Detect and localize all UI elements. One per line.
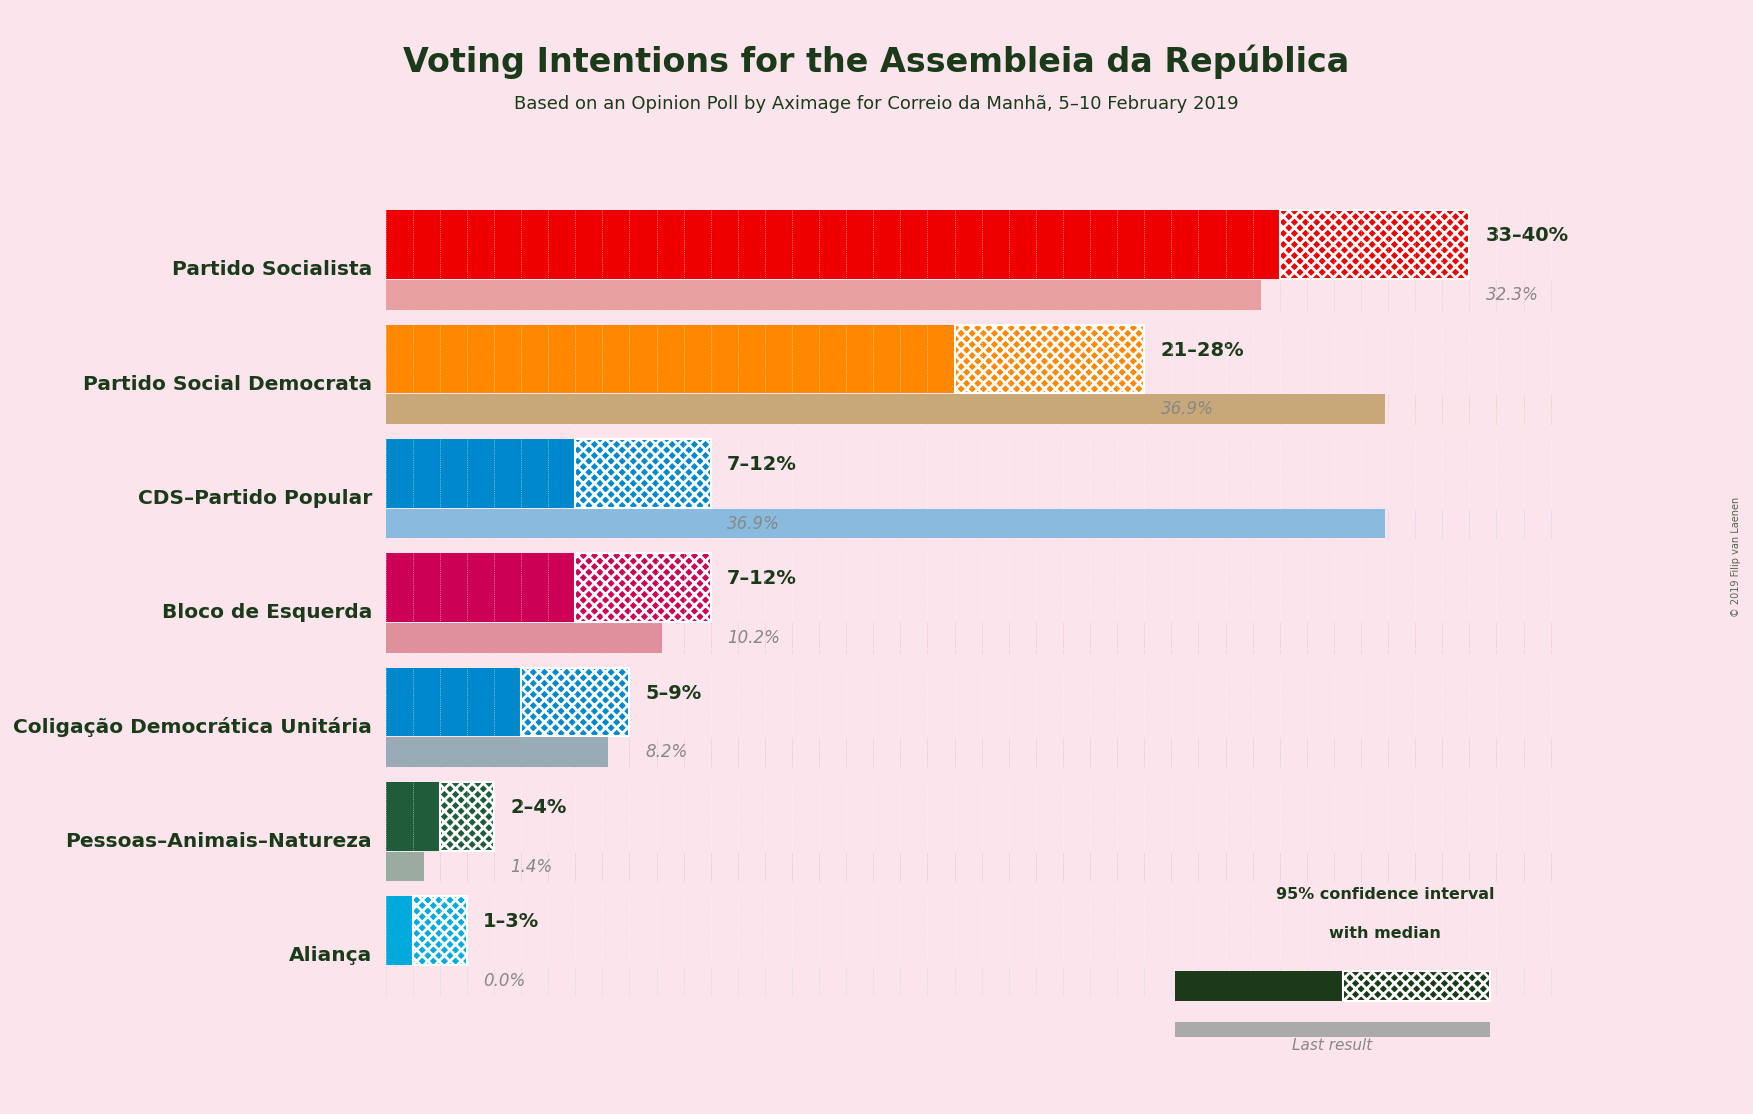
Text: 33–40%: 33–40%: [1485, 226, 1569, 245]
Bar: [386, 623, 663, 653]
Text: 36.9%: 36.9%: [727, 515, 780, 532]
Text: 10.2%: 10.2%: [727, 628, 780, 647]
Text: CDS–Partido Popular: CDS–Partido Popular: [138, 489, 372, 508]
Text: Last result: Last result: [1292, 1038, 1373, 1053]
Bar: [386, 324, 955, 393]
Bar: [386, 509, 1385, 538]
Text: Partido Social Democrata: Partido Social Democrata: [82, 374, 372, 393]
Bar: [1280, 211, 1469, 278]
Text: Voting Intentions for the Assembleia da República: Voting Intentions for the Assembleia da …: [403, 45, 1350, 79]
Bar: [386, 394, 1385, 424]
Text: with median: with median: [1329, 926, 1441, 940]
Text: Based on an Opinion Poll by Aximage for Correio da Manhã, 5–10 February 2019: Based on an Opinion Poll by Aximage for …: [514, 95, 1239, 113]
Bar: [412, 897, 466, 965]
Bar: [1175, 1022, 1490, 1037]
Bar: [386, 782, 440, 850]
Text: 5–9%: 5–9%: [645, 684, 701, 703]
Bar: [440, 782, 494, 850]
Text: 1.4%: 1.4%: [510, 858, 552, 876]
Text: 1–3%: 1–3%: [484, 912, 540, 931]
Text: 8.2%: 8.2%: [645, 743, 687, 761]
Text: Partido Socialista: Partido Socialista: [172, 261, 372, 280]
Text: © 2019 Filip van Laenen: © 2019 Filip van Laenen: [1730, 497, 1741, 617]
Bar: [386, 211, 1280, 278]
Text: 7–12%: 7–12%: [727, 456, 798, 475]
Bar: [575, 554, 710, 622]
Text: 32.3%: 32.3%: [1485, 286, 1539, 304]
Text: 7–12%: 7–12%: [727, 569, 798, 588]
Text: 21–28%: 21–28%: [1160, 341, 1245, 360]
Bar: [386, 897, 412, 965]
Bar: [386, 851, 424, 881]
Bar: [1175, 970, 1343, 1000]
Bar: [575, 439, 710, 508]
Text: 0.0%: 0.0%: [484, 971, 526, 990]
Bar: [521, 667, 629, 736]
Text: 95% confidence interval: 95% confidence interval: [1276, 887, 1494, 902]
Bar: [955, 324, 1145, 393]
Bar: [386, 737, 608, 768]
Bar: [386, 667, 521, 736]
Text: Coligação Democrática Unitária: Coligação Democrática Unitária: [14, 717, 372, 737]
Text: Pessoas–Animais–Natureza: Pessoas–Animais–Natureza: [65, 832, 372, 851]
Text: 2–4%: 2–4%: [510, 798, 566, 818]
Text: Aliança: Aliança: [289, 946, 372, 965]
Text: Bloco de Esquerda: Bloco de Esquerda: [161, 603, 372, 623]
Bar: [386, 554, 575, 622]
Text: 36.9%: 36.9%: [1160, 400, 1213, 418]
Bar: [1343, 970, 1490, 1000]
Bar: [386, 280, 1260, 310]
Bar: [386, 439, 575, 508]
